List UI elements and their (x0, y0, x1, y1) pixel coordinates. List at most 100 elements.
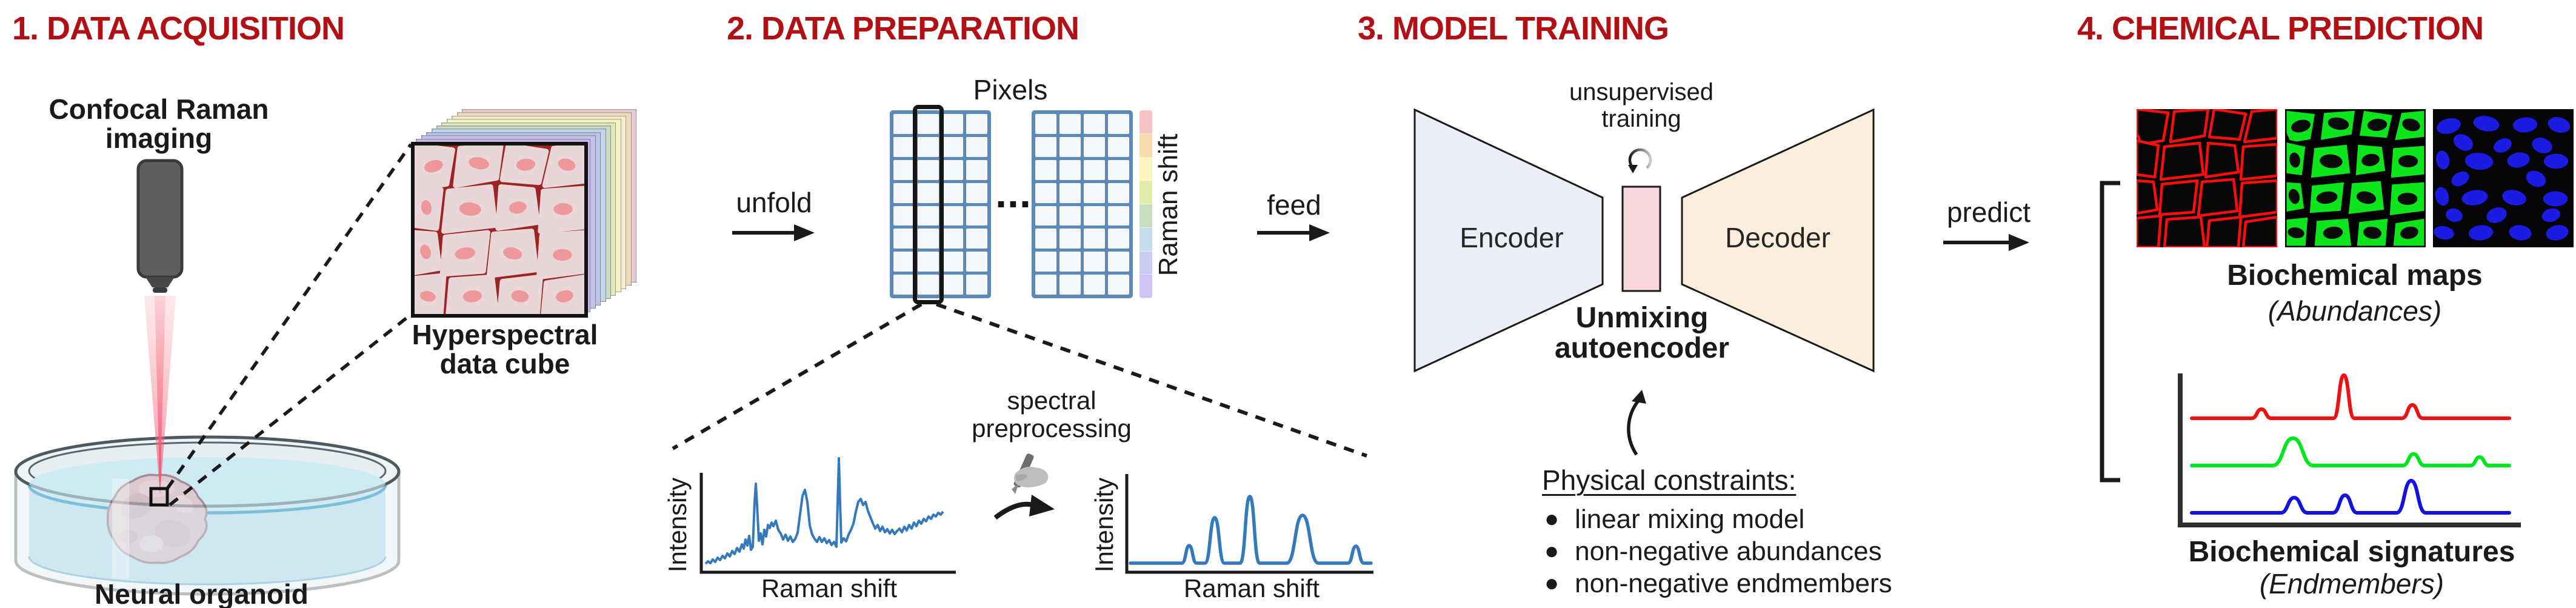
column-zoom-dashed-lines (672, 302, 1367, 458)
decoder-shape (1681, 108, 1875, 373)
biochemical-map-blue (2433, 109, 2574, 247)
bullet-icon: ● (1544, 538, 1560, 564)
bullet-icon: ● (1544, 506, 1560, 532)
matrix-cell (1108, 252, 1129, 272)
signatures-axes (2178, 373, 2521, 527)
organoid-label: Neural organoid (95, 578, 309, 608)
clean-intensity-label: Intensity (1090, 477, 1118, 573)
feed-label: feed (1267, 189, 1321, 221)
colorbar-raman-shift-label: Raman shift (1153, 133, 1183, 276)
nuclei-map-image (2433, 109, 2574, 247)
output-bracket (2100, 181, 2120, 483)
header-chemical-prediction: 4. CHEMICAL PREDICTION (2077, 10, 2484, 47)
matrix-cell (1084, 114, 1105, 134)
dish-front-wall (14, 471, 401, 596)
matrix-cell (942, 275, 963, 295)
clean-spectrum-plot (1125, 474, 1373, 574)
matrix-cell (1059, 136, 1081, 157)
prep-label-line2: preprocessing (972, 414, 1132, 443)
matrix-cell (1084, 229, 1105, 249)
abundances-subtitle: (Abundances) (2267, 295, 2442, 327)
unfold-label: unfold (736, 187, 812, 218)
constraints-arrow (1627, 390, 1646, 456)
raw-intensity-label: Intensity (663, 477, 692, 573)
header-data-preparation: 2. DATA PREPARATION (727, 10, 1079, 47)
matrix-cell (1035, 182, 1056, 203)
matrix-cell (1035, 229, 1056, 249)
colorbar-segment (1140, 204, 1152, 228)
preprocessing-arrow (993, 495, 1055, 520)
decoder-label: Decoder (1725, 222, 1830, 253)
matrix-cell (1035, 275, 1056, 295)
matrix-cell (1108, 275, 1129, 295)
matrix-cell (1108, 159, 1129, 180)
matrix-cell (966, 159, 987, 180)
training-loop-icon (1628, 148, 1652, 173)
matrix-cell (893, 159, 915, 180)
matrix-cell (893, 114, 915, 134)
matrix-cell (1059, 159, 1081, 180)
encoder-label: Encoder (1460, 222, 1564, 253)
matrix-cell (918, 159, 939, 180)
matrix-cell (942, 114, 963, 134)
colorbar-segment (1140, 275, 1152, 298)
unmix-line1: Unmixing (1575, 302, 1709, 334)
matrix-cell (1059, 205, 1081, 226)
autoencoder-diagram (1413, 108, 1875, 373)
matrix-cell (1108, 205, 1129, 226)
unsupervised-training-label: unsupervised training (1544, 79, 1738, 132)
raw-spectrum-line (704, 457, 944, 565)
petri-dish (14, 435, 401, 586)
organoid (106, 473, 208, 564)
red-signature-line (2190, 373, 2511, 420)
biochemical-signatures-plot (2178, 373, 2521, 527)
matrix-cell (1084, 275, 1105, 295)
physical-constraints-list: ● linear mixing model ● non-negative abunda… (1544, 503, 1957, 600)
unsup-line1: unsupervised (1569, 79, 1713, 105)
biochemical-map-red (2137, 109, 2277, 247)
matrix-cell (918, 229, 939, 249)
constraint-text: non-negative abundances (1575, 536, 1882, 566)
matrix-cell (942, 136, 963, 157)
matrix-cell (1035, 136, 1056, 157)
unfold-arrow (732, 224, 815, 241)
biochemical-map-green (2285, 109, 2426, 247)
predict-arrow (1943, 234, 2029, 251)
header-data-acquisition: 1. DATA ACQUISITION (12, 10, 345, 47)
matrix-cell (893, 275, 915, 295)
predict-label: predict (1946, 196, 2031, 228)
matrix-cell (966, 114, 987, 134)
unmixing-autoencoder-label: Unmixing autoencoder (1518, 303, 1766, 364)
biochemical-maps-title: Biochemical maps (2227, 259, 2483, 292)
matrix-cell (966, 182, 987, 203)
writing-hand-icon (1012, 453, 1049, 494)
feed-arrow (1257, 224, 1330, 241)
matrix-cell (918, 114, 939, 134)
endmembers-subtitle: (Endmembers) (2259, 568, 2444, 600)
matrix-cell (942, 205, 963, 226)
constraint-text: linear mixing model (1575, 504, 1805, 534)
cube-front-face (411, 142, 588, 318)
cytoplasm-map-image (2285, 109, 2426, 247)
matrix-cell (1059, 252, 1081, 272)
confocal-label-line1: Confocal Raman (48, 93, 269, 125)
matrix-cell (966, 275, 987, 295)
dish-reflection (112, 479, 129, 579)
matrix-cell (1084, 205, 1105, 226)
raw-spectrum-plot (699, 457, 956, 574)
latent-layer (1621, 185, 1661, 292)
matrix-cell (966, 205, 987, 226)
matrix-cell (918, 205, 939, 226)
pixels-label: Pixels (973, 74, 1048, 105)
raw-plot-axes (699, 473, 956, 574)
matrix-cell (1059, 275, 1081, 295)
matrix-cell (893, 229, 915, 249)
matrix-cell (1059, 114, 1081, 134)
matrix-cell (1084, 136, 1105, 157)
matrix-cell (942, 182, 963, 203)
raman-shift-colorbar (1140, 110, 1152, 298)
matrix-cell (1059, 182, 1081, 203)
cube-label-line1: Hyperspectral (412, 319, 598, 350)
matrix-cell (1035, 252, 1056, 272)
prep-label-line1: spectral (1007, 386, 1096, 415)
